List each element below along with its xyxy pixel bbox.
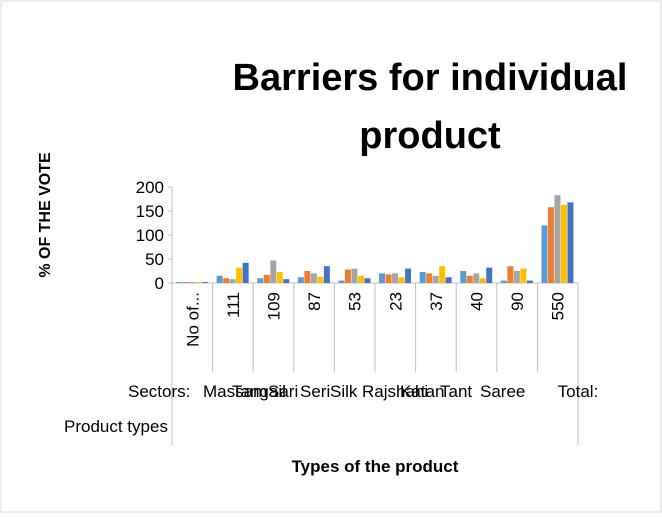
bar	[513, 271, 520, 283]
bar	[270, 260, 277, 283]
bar	[432, 275, 439, 283]
bar	[176, 282, 183, 283]
bar	[554, 195, 561, 283]
bar	[439, 266, 446, 283]
outer-category-label: Tant	[440, 382, 472, 401]
bar	[357, 275, 364, 283]
bar	[560, 204, 567, 283]
x-tick-label: 90	[508, 292, 527, 311]
bar	[473, 273, 480, 283]
bar	[344, 269, 351, 283]
outer-category-label: Saree	[480, 382, 525, 401]
y-tick-label: 200	[136, 178, 164, 197]
bar	[195, 282, 202, 283]
x-tick-label: No of...	[183, 292, 202, 347]
x-tick-label: 87	[305, 292, 324, 311]
bar	[500, 280, 507, 283]
bar	[317, 276, 324, 283]
x-tick-label: 109	[265, 292, 284, 320]
bar	[338, 280, 345, 283]
bar	[466, 275, 473, 283]
outer-category-label: Total:	[558, 382, 599, 401]
x-tick-label: 53	[346, 292, 365, 311]
bar	[398, 277, 405, 283]
bar	[310, 273, 317, 283]
bar	[547, 207, 554, 283]
bar	[526, 280, 533, 283]
bar	[392, 273, 399, 283]
y-tick-label: 100	[136, 226, 164, 245]
bar	[379, 273, 386, 283]
bar	[445, 277, 452, 283]
bar	[236, 267, 243, 283]
x-tick-label: 111	[224, 292, 243, 318]
bar	[541, 225, 548, 283]
bar	[223, 278, 230, 283]
y-tick-label: 150	[136, 202, 164, 221]
outer-category-label: Seri	[300, 382, 330, 401]
y-axis-label: % OF THE VOTE	[37, 152, 54, 278]
outer-category-label: Product types	[64, 417, 168, 436]
x-tick-label: 40	[468, 292, 487, 311]
outer-category-label: Katan	[400, 382, 444, 401]
outer-category-label: Silk	[330, 382, 358, 401]
bar	[405, 268, 412, 283]
bar	[297, 277, 304, 283]
bar	[304, 271, 311, 283]
chart-title: product	[359, 115, 501, 157]
bar	[283, 279, 290, 283]
bar	[460, 271, 467, 283]
bar	[182, 282, 189, 283]
bar	[202, 282, 209, 283]
bar	[276, 271, 283, 283]
bar	[323, 266, 330, 283]
bar	[486, 267, 493, 283]
bar	[216, 275, 223, 283]
x-axis-label: Types of the product	[292, 457, 459, 476]
x-tick-label: 23	[386, 292, 405, 311]
x-tick-label: 550	[549, 292, 568, 320]
outer-category-label: Massam	[203, 382, 267, 401]
bar	[351, 268, 358, 283]
bar	[479, 278, 486, 283]
bar	[426, 273, 433, 283]
bar	[419, 271, 426, 283]
outer-category-label: Sectors:	[128, 382, 190, 401]
bar	[364, 278, 371, 283]
bar	[567, 202, 574, 283]
outer-category-label: Rajshahi	[362, 382, 428, 401]
outer-category-label: Tangail	[232, 382, 286, 401]
bar	[263, 274, 270, 283]
y-tick-label: 0	[155, 274, 164, 293]
bar	[242, 262, 249, 283]
x-tick-label: 37	[427, 292, 446, 311]
outer-category-label: Sari	[268, 382, 298, 401]
bar	[229, 279, 236, 283]
chart-title: Barriers for individual	[233, 57, 628, 99]
bar	[385, 274, 392, 283]
bar	[189, 282, 196, 283]
bar	[257, 278, 264, 283]
bar	[520, 268, 527, 283]
bar	[507, 266, 514, 283]
y-tick-label: 50	[145, 250, 164, 269]
